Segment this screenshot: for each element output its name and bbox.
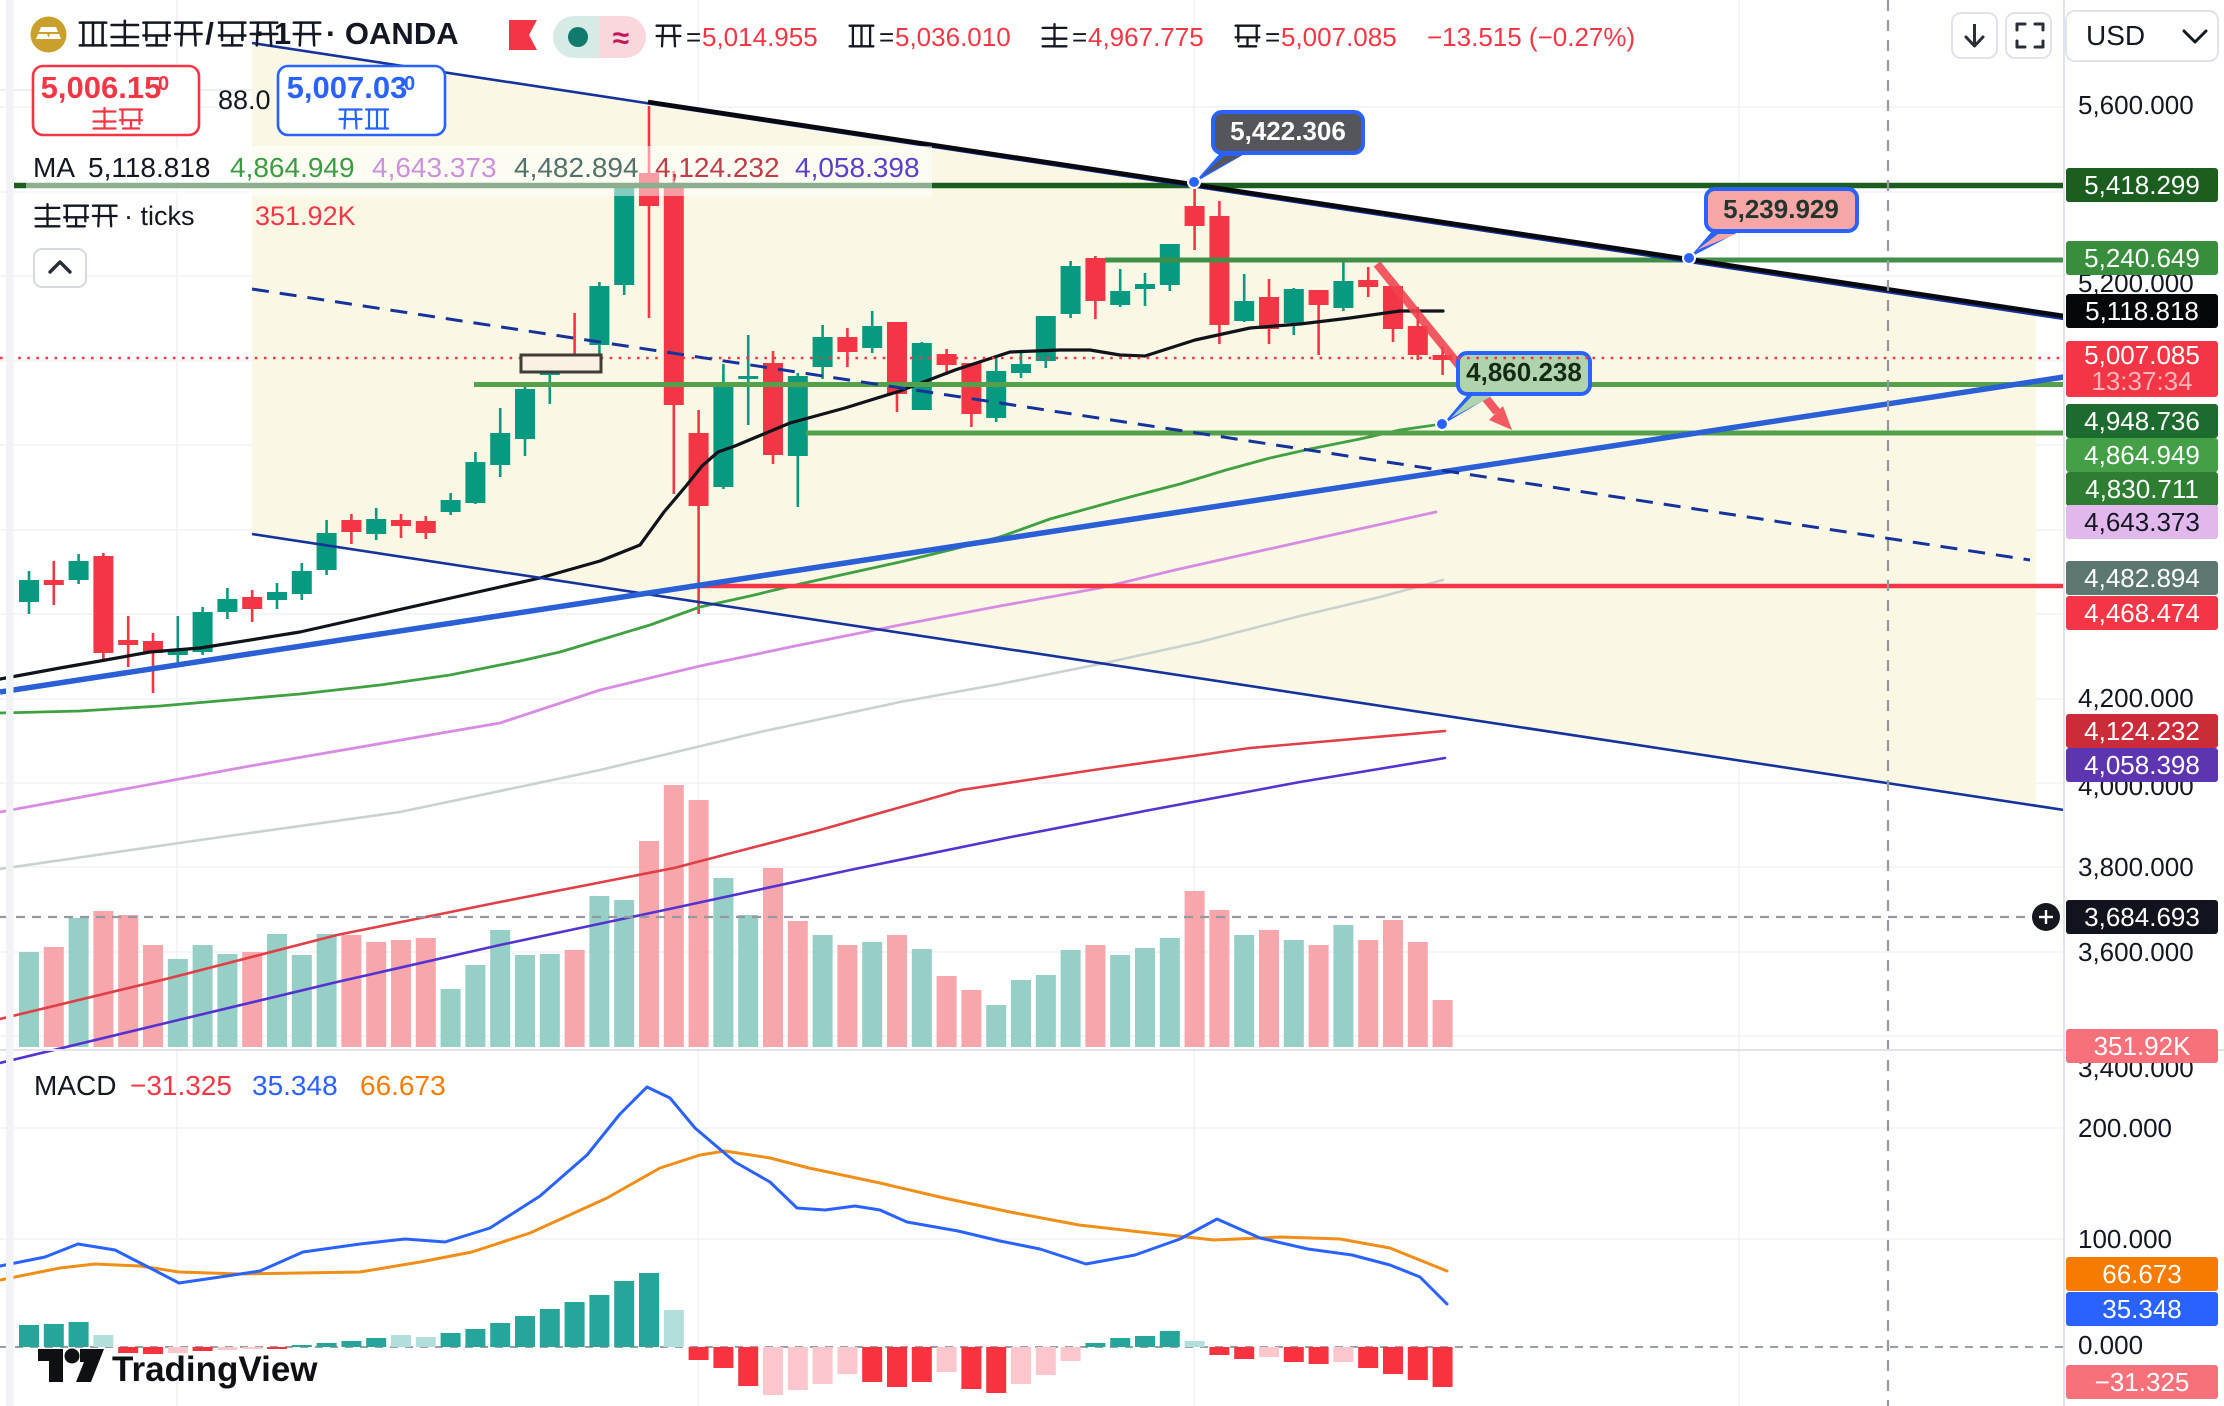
svg-text:35.348: 35.348 [2102, 1294, 2182, 1324]
svg-text:TradingView: TradingView [112, 1350, 318, 1389]
svg-text:4,124.232: 4,124.232 [2084, 716, 2200, 746]
svg-text:5,007.085: 5,007.085 [2084, 340, 2200, 370]
svg-text:3,800.000: 3,800.000 [2078, 852, 2194, 882]
svg-text:· OANDA: · OANDA [326, 16, 459, 51]
svg-text:0.000: 0.000 [2078, 1330, 2143, 1360]
svg-text:5,014.955: 5,014.955 [702, 22, 818, 52]
svg-text:100.000: 100.000 [2078, 1224, 2172, 1254]
svg-text:5,600.000: 5,600.000 [2078, 90, 2194, 120]
svg-text:4,948.736: 4,948.736 [2084, 406, 2200, 436]
svg-text:−31.325: −31.325 [130, 1070, 232, 1101]
svg-text:4,643.373: 4,643.373 [372, 152, 497, 183]
svg-text:4,864.949: 4,864.949 [230, 152, 355, 183]
svg-text:351.92K: 351.92K [2094, 1031, 2192, 1061]
svg-text:5,036.010: 5,036.010 [895, 22, 1011, 52]
svg-text:5,239.929: 5,239.929 [1723, 194, 1839, 224]
svg-text:USD: USD [2086, 20, 2145, 51]
svg-text:351.92K: 351.92K [255, 201, 356, 231]
svg-text:3,600.000: 3,600.000 [2078, 937, 2194, 967]
svg-text:4,864.949: 4,864.949 [2084, 440, 2200, 470]
svg-text:5,422.306: 5,422.306 [1230, 116, 1346, 146]
svg-text:· 1: · 1 [255, 16, 291, 51]
svg-text:=: = [686, 22, 701, 52]
svg-text:5,006.15: 5,006.15 [41, 70, 162, 105]
svg-text:4,967.775: 4,967.775 [1088, 22, 1204, 52]
svg-text:=: = [879, 22, 894, 52]
svg-text:4,482.894: 4,482.894 [514, 152, 639, 183]
svg-text:5,007.085: 5,007.085 [1281, 22, 1397, 52]
svg-text:MA: MA [33, 152, 75, 183]
svg-text:4,643.373: 4,643.373 [2084, 507, 2200, 537]
svg-text:35.348: 35.348 [252, 1070, 338, 1101]
svg-text:5,118.818: 5,118.818 [88, 152, 211, 183]
svg-text:0: 0 [158, 73, 169, 95]
svg-text:· ticks: · ticks [124, 201, 195, 231]
svg-text:4,124.232: 4,124.232 [655, 152, 780, 183]
svg-text:4,860.238: 4,860.238 [1466, 357, 1582, 387]
svg-text:5,118.818: 5,118.818 [2085, 296, 2199, 326]
svg-text:≈: ≈ [613, 22, 629, 55]
svg-text:−13.515 (−0.27%): −13.515 (−0.27%) [1427, 22, 1635, 52]
svg-text:200.000: 200.000 [2078, 1113, 2172, 1143]
svg-text:4,830.711: 4,830.711 [2085, 474, 2199, 504]
svg-text:5,418.299: 5,418.299 [2084, 170, 2200, 200]
svg-text:5,240.649: 5,240.649 [2084, 243, 2200, 273]
svg-text:13:37:34: 13:37:34 [2091, 366, 2192, 396]
svg-text:3,684.693: 3,684.693 [2084, 902, 2200, 932]
svg-text:MACD: MACD [34, 1070, 116, 1101]
svg-text:=: = [1072, 22, 1087, 52]
svg-text:66.673: 66.673 [2102, 1259, 2182, 1289]
svg-text:5,007.03: 5,007.03 [287, 70, 408, 105]
svg-text:88.0: 88.0 [218, 85, 271, 115]
svg-text:4,200.000: 4,200.000 [2078, 683, 2194, 713]
svg-text:0: 0 [404, 73, 415, 95]
svg-text:4,058.398: 4,058.398 [795, 152, 920, 183]
svg-text:4,468.474: 4,468.474 [2084, 598, 2200, 628]
svg-text:4,482.894: 4,482.894 [2084, 563, 2200, 593]
svg-text:66.673: 66.673 [360, 1070, 446, 1101]
svg-text:4,058.398: 4,058.398 [2084, 750, 2200, 780]
svg-text:=: = [1265, 22, 1280, 52]
svg-text:−31.325: −31.325 [2095, 1367, 2190, 1397]
svg-text:/: / [205, 16, 214, 51]
